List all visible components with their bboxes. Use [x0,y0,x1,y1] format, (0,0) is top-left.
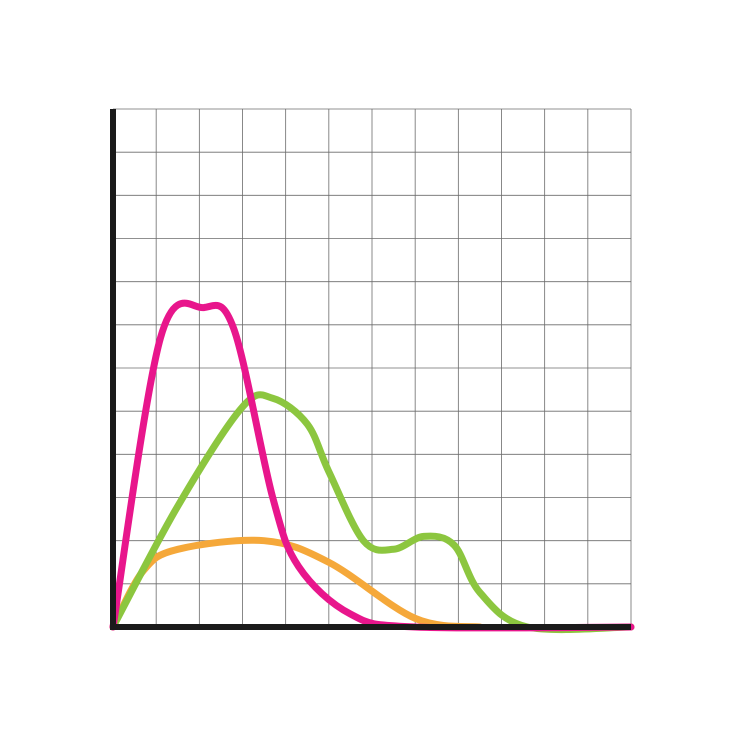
series-line-green [109,391,635,634]
axes [110,109,631,630]
